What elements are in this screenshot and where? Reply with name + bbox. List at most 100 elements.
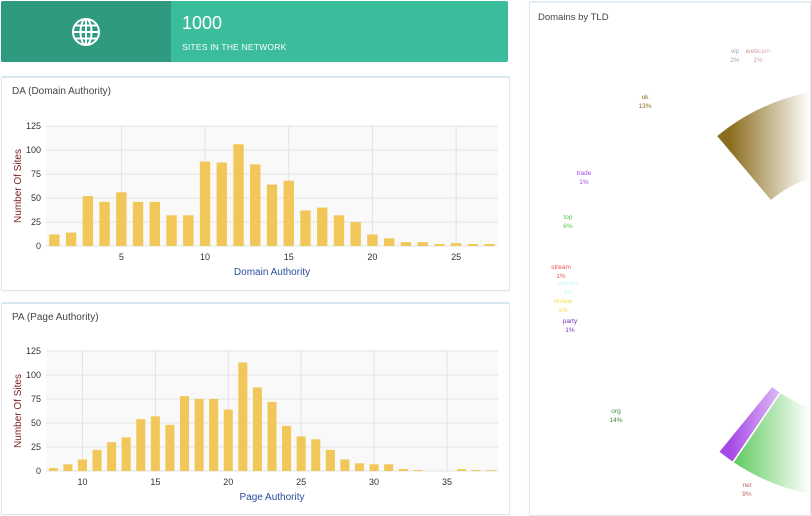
da-bar	[383, 238, 395, 246]
stat-label: SITES IN THE NETWORK	[182, 42, 287, 52]
da-bar	[467, 244, 479, 246]
da-bar	[65, 232, 77, 246]
da-bar	[99, 201, 110, 246]
tld-panel: Domains by TLD uk13%vip2%webcam1%net9%or…	[529, 1, 811, 516]
da-bar	[450, 243, 462, 246]
tld-slice-label: top	[563, 214, 572, 221]
da-bar	[434, 244, 445, 246]
da-histogram: 0 25 50 75 100 125 5 10 15 20 25 Domain Authority Nu…	[13, 121, 498, 278]
pa-bar	[150, 416, 160, 471]
fade-overlay	[730, 23, 810, 515]
pa-panel-title: PA (Page Authority)	[12, 312, 99, 323]
da-bar	[116, 192, 127, 246]
da-bar	[367, 234, 378, 246]
x-tick-label: 25	[451, 252, 461, 262]
y-tick-label: 25	[31, 442, 41, 452]
x-tick-label: 35	[442, 477, 452, 487]
pa-bar	[354, 463, 365, 471]
pa-bar	[311, 439, 321, 471]
pa-bar	[136, 419, 146, 471]
pa-panel: PA (Page Authority) 0 25 50 75 100 125 10 15 20 2…	[1, 302, 510, 515]
tld-slice-pct: 6%	[563, 223, 573, 230]
pa-bar	[238, 362, 248, 471]
stat-value: 1000	[182, 13, 223, 33]
tld-slice-label: party	[563, 318, 578, 325]
pa-bar	[77, 459, 87, 471]
pa-bar	[107, 442, 117, 471]
pa-bar	[296, 436, 306, 471]
da-bar	[317, 207, 328, 246]
pa-bar	[194, 399, 204, 471]
pa-bar	[384, 464, 394, 471]
y-tick-label: 50	[31, 193, 41, 203]
stat-icon-box	[1, 1, 171, 62]
da-bar	[149, 201, 161, 246]
x-tick-label: 5	[119, 252, 124, 262]
da-bar	[49, 234, 60, 246]
da-bar	[484, 244, 495, 246]
da-bar	[233, 144, 244, 246]
y-tick-label: 75	[31, 394, 41, 404]
sites-stat-card: 1000 SITES IN THE NETWORK	[1, 1, 508, 62]
pa-bar	[369, 464, 379, 471]
pa-bar	[471, 470, 481, 471]
da-bar	[400, 242, 412, 246]
pa-bar	[92, 449, 102, 471]
pa-bar	[398, 469, 408, 471]
y-tick-label: 25	[31, 217, 41, 227]
da-bar	[350, 222, 361, 246]
da-bar	[216, 162, 227, 246]
pa-bar	[179, 396, 190, 471]
x-tick-label: 25	[296, 477, 306, 487]
pa-bar	[340, 459, 350, 471]
tld-slice-label: trade	[577, 170, 592, 177]
pa-bar	[457, 469, 467, 471]
da-bar	[333, 215, 345, 246]
da-bar	[183, 215, 194, 246]
y-tick-label: 125	[26, 121, 41, 131]
y-tick-label: 100	[26, 370, 41, 380]
tld-slice-pct: 1%	[565, 327, 575, 334]
x-tick-label: 15	[150, 477, 160, 487]
x-tick-label: 20	[223, 477, 233, 487]
tld-slice-label: uk	[642, 94, 650, 101]
x-tick-label: 20	[367, 252, 377, 262]
pa-bar	[121, 437, 131, 471]
pa-bar	[486, 470, 496, 471]
pa-bar	[252, 387, 262, 471]
tld-slice-label: org	[611, 408, 621, 415]
y-tick-label: 100	[26, 145, 41, 155]
y-axis-label: Number Of Sites	[13, 149, 24, 223]
x-tick-label: 10	[77, 477, 87, 487]
da-bar	[82, 196, 94, 246]
pa-bar	[209, 399, 219, 471]
y-tick-label: 0	[36, 241, 41, 251]
da-bar	[266, 184, 278, 246]
tld-slice-pct: 1%	[563, 289, 573, 296]
x-tick-label: 10	[200, 252, 210, 262]
da-panel: DA (Domain Authority) 0 25 50 75 100 125 5 10 15…	[1, 76, 510, 291]
y-tick-label: 50	[31, 418, 41, 428]
pa-bar	[282, 425, 292, 471]
pa-bar	[413, 470, 423, 471]
y-tick-label: 75	[31, 169, 41, 179]
tld-slice-label: science	[557, 280, 579, 287]
da-bar	[199, 161, 211, 246]
da-panel-title: DA (Domain Authority)	[12, 86, 111, 97]
tld-slice-pct: 1%	[579, 179, 589, 186]
da-bar	[166, 215, 177, 246]
da-bar	[283, 180, 294, 246]
tld-slice-pct: 1%	[556, 273, 566, 280]
y-tick-label: 0	[36, 466, 41, 476]
globe-icon	[72, 17, 100, 46]
x-axis-label: Page Authority	[239, 492, 304, 503]
tld-donut-chart: uk13%vip2%webcam1%net9%org14%party1%revi…	[551, 23, 810, 515]
pa-bar	[48, 468, 58, 471]
tld-panel-title: Domains by TLD	[538, 12, 609, 23]
da-bar	[132, 201, 144, 246]
pa-bar	[63, 464, 73, 471]
da-bar	[300, 210, 311, 246]
y-tick-label: 125	[26, 346, 41, 356]
pa-bar	[267, 401, 277, 471]
pa-bar	[165, 424, 175, 471]
